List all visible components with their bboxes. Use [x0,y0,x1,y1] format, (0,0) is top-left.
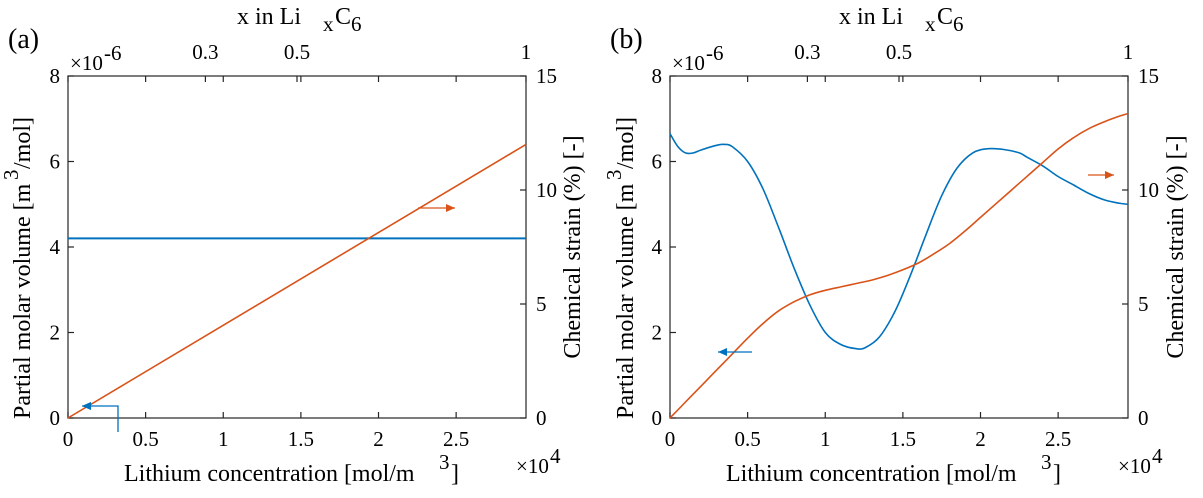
y-left-axis-label-sup: 3 [0,170,23,181]
y-left-tick-label: 0 [652,406,663,430]
x-tick-label: 0.5 [735,427,761,451]
top-axis-label-mid: C [937,4,953,30]
y-left-exponent-power: -6 [706,41,724,65]
y-left-axis-label-end: /mol] [10,117,36,169]
y-right-tick-label: 15 [536,64,557,88]
top-tick-label: 1 [521,40,532,64]
y-right-tick-label: 5 [536,292,547,316]
y-right-tick-label: 10 [536,178,557,202]
x-exponent-label: ×10 [1118,454,1151,478]
top-axis-label: x in Li [237,4,301,30]
plot-area [669,75,1129,419]
y-right-axis-label-group: Chemical strain (%) [-] [1163,135,1189,358]
y-left-tick-label: 8 [652,64,663,88]
top-axis-label-sub: 6 [351,12,362,36]
left-axis-indicator-arrow [82,405,119,432]
x-exponent-power: 4 [1152,444,1163,468]
x-axis-label-sup: 3 [439,450,450,474]
x-axis-label: Lithium concentration [mol/m [124,461,415,487]
x-tick-label: 2.5 [1045,427,1071,451]
x-tick-label: 0.5 [133,427,159,451]
y-left-tick-label: 0 [50,406,61,430]
y-left-axis-label-sup: 3 [602,170,626,181]
top-tick-label: 1 [1123,40,1134,64]
top-axis-label-mid: C [335,4,351,30]
y-left-tick-label: 4 [652,235,663,259]
partial-molar-volume-line [669,133,1129,350]
y-right-tick-label: 10 [1138,178,1159,202]
y-left-axis-label: Partial molar volume [m [10,183,36,419]
y-left-tick-label: 2 [50,321,61,345]
y-right-axis-label-group: Chemical strain (%) [-] [560,135,586,358]
x-tick-label: 2 [975,427,986,451]
y-left-tick-label: 6 [652,150,663,174]
panel-b: 0 0.5 1 1.5 2 2.5×10 40.3 0.5 1x in Li x C 6Lithium… [602,4,1189,487]
left-axis-indicator-arrow-tip [82,402,91,410]
chemical-strain-line [67,143,527,419]
y-right-tick-label: 15 [1138,64,1159,88]
top-axis-label-sub: x [323,12,334,36]
x-tick-label: 0 [665,427,676,451]
x-axis-label: Lithium concentration [mol/m [726,461,1017,487]
top-tick-label: 0.5 [886,40,912,64]
x-axis-label-end: ] [1053,461,1061,487]
y-left-axis-label-group: Partial molar volume [m 3/mol] [0,117,36,419]
y-left-axis-label-group: Partial molar volume [m 3/mol] [602,117,639,419]
top-tick-label: 0.5 [284,40,310,64]
top-axis-label: x in Li [839,4,903,30]
top-axis-label-sub: 6 [953,12,964,36]
x-exponent-label: ×10 [516,454,549,478]
x-exponent-power: 4 [550,444,561,468]
y-right-axis-label: Chemical strain (%) [-] [560,135,586,358]
right-axis-indicator-arrow-head [1105,171,1114,179]
chemical-strain-line [669,112,1129,419]
panel-label: (a) [8,24,39,55]
x-tick-label: 0 [63,427,74,451]
panel-label: (b) [610,24,643,55]
x-axis-label-sup: 3 [1041,450,1052,474]
x-tick-label: 1.5 [288,427,314,451]
y-right-tick-label: 0 [1138,406,1149,430]
x-tick-label: 2.5 [443,427,469,451]
y-left-exponent-label: ×10 [672,51,705,75]
panel-a: 0 0.5 1 1.5 2 2.5×10 40.3 0.5 1x in Li x C 6Lithium… [0,4,586,487]
y-right-tick-label: 0 [536,406,547,430]
top-tick-label: 0.3 [794,40,820,64]
x-tick-label: 1.5 [890,427,916,451]
y-right-axis-label: Chemical strain (%) [-] [1163,135,1189,358]
y-left-exponent-label: ×10 [70,51,103,75]
y-left-axis-label: Partial molar volume [m [613,183,639,419]
left-axis-indicator-arrow-head [718,348,727,356]
y-left-tick-label: 4 [50,235,61,259]
y-left-exponent-power: -6 [104,41,122,65]
plot-area [67,75,527,419]
top-tick-label: 0.3 [192,40,218,64]
right-axis-indicator-arrow-head [446,204,455,212]
y-left-tick-label: 2 [652,321,663,345]
x-axis-label-end: ] [451,461,459,487]
top-axis-label-sub: x [925,12,936,36]
x-tick-label: 2 [373,427,384,451]
y-left-tick-label: 8 [50,64,61,88]
y-left-tick-label: 6 [50,150,61,174]
y-left-axis-label-end: /mol] [613,117,639,169]
y-right-tick-label: 5 [1138,292,1149,316]
x-tick-label: 1 [218,427,229,451]
x-tick-label: 1 [820,427,831,451]
